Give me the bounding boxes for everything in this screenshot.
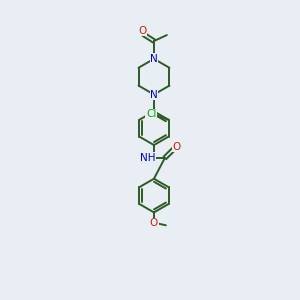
Text: O: O (172, 142, 181, 152)
Text: Cl: Cl (146, 109, 156, 119)
Text: N: N (150, 54, 158, 64)
Text: O: O (138, 26, 146, 35)
Text: N: N (150, 89, 158, 100)
Text: NH: NH (140, 153, 155, 163)
Text: O: O (150, 218, 158, 228)
